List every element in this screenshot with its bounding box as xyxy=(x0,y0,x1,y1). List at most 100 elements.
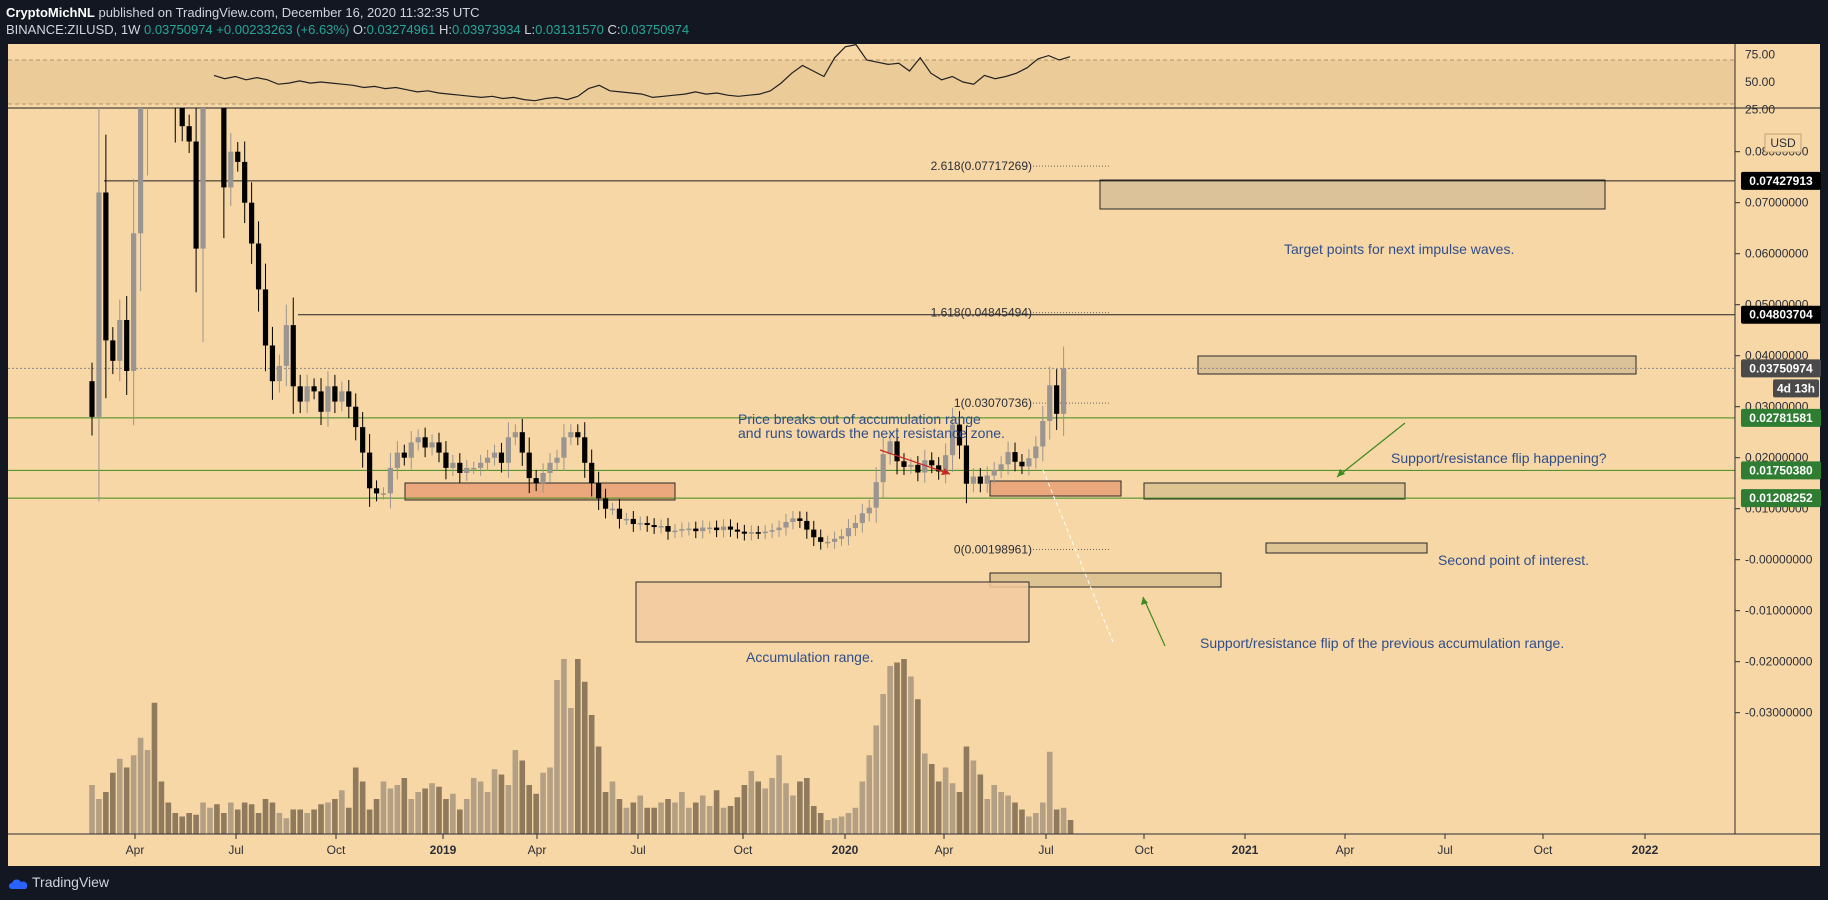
low-label: L: xyxy=(524,22,536,37)
candle-body xyxy=(977,476,983,484)
volume-bar xyxy=(845,813,852,834)
candle-body xyxy=(96,192,102,417)
volume-bar xyxy=(998,792,1004,834)
volume-bar xyxy=(720,807,727,834)
time-axis[interactable]: Apr Jul Oct 2019 Apr Jul Oct 2020 Apr Jul Oct 2021 A… xyxy=(8,833,1820,857)
price-chart[interactable]: 75.00 50.00 25.00 2.618(0.07717269) 1.618(0… xyxy=(0,0,1828,866)
volume-bar xyxy=(359,781,366,834)
time-tick-label: Jul xyxy=(630,843,645,857)
time-tick-label: Oct xyxy=(1534,843,1553,857)
candle-body xyxy=(866,507,872,514)
tradingview-logo-icon[interactable] xyxy=(8,877,30,891)
author-name[interactable]: CryptoMichNL xyxy=(6,5,95,20)
volume-bar xyxy=(852,807,859,834)
volume-bar xyxy=(151,702,158,834)
volume-bar xyxy=(137,737,144,834)
candle-body xyxy=(1040,420,1046,447)
candle-body xyxy=(1061,368,1067,414)
candle-body xyxy=(734,529,741,532)
volume-bar xyxy=(561,659,567,834)
volume-bar xyxy=(658,802,664,834)
open-value: 0.03274961 xyxy=(366,22,436,37)
volume-bar xyxy=(1026,816,1032,834)
candle-body xyxy=(720,526,727,531)
volume-bar xyxy=(1046,751,1053,834)
price-label-box xyxy=(1741,359,1821,378)
price-label-text: 0.04803704 xyxy=(1749,308,1813,322)
candle-body xyxy=(880,454,886,483)
candle-body xyxy=(596,483,602,499)
volume-bar xyxy=(443,799,449,834)
volume-bar xyxy=(262,799,269,834)
candle-body xyxy=(1012,452,1018,462)
candle-body xyxy=(748,532,754,534)
candle-body xyxy=(491,452,498,458)
volume-bar xyxy=(1019,809,1025,834)
price-label-box xyxy=(1741,489,1821,508)
candle-body xyxy=(311,386,317,392)
time-tick-label: Apr xyxy=(126,843,145,857)
volume-bar xyxy=(526,785,533,834)
second-poi-annotation: Second point of interest. xyxy=(1438,552,1589,568)
candle-body xyxy=(200,108,206,249)
candle-body xyxy=(714,527,720,531)
candle-body xyxy=(353,406,359,428)
candle-body xyxy=(755,532,761,534)
price-label-text: 0.07427913 xyxy=(1749,174,1813,188)
fib-trend-line xyxy=(1042,469,1114,643)
candle-body xyxy=(811,529,817,538)
zones-layer xyxy=(404,179,1637,643)
candle-body xyxy=(325,386,331,412)
volume-bar xyxy=(345,807,352,834)
volume-bar xyxy=(699,795,706,834)
candle-body xyxy=(984,475,990,484)
second-poi-zone xyxy=(1265,542,1428,554)
volume-bar xyxy=(408,799,415,834)
candle-body xyxy=(568,432,574,438)
volume-bar xyxy=(144,750,151,834)
candle-body xyxy=(380,493,387,495)
candles-layer xyxy=(89,108,1067,550)
candle-body xyxy=(269,345,276,382)
volume-bar xyxy=(373,799,380,834)
low-value: 0.03131570 xyxy=(535,22,604,37)
volume-bar xyxy=(484,792,491,834)
footer-brand[interactable]: TradingView xyxy=(32,874,110,890)
volume-bar xyxy=(637,795,644,834)
volume-bar xyxy=(179,816,186,834)
price-tick-label: 0.06000000 xyxy=(1745,247,1809,261)
time-tick-label: 2019 xyxy=(430,843,457,857)
volume-bar xyxy=(769,778,775,834)
accumulation-flip-annotation: Support/resistance flip of the previous … xyxy=(1200,635,1564,651)
candle-body xyxy=(387,467,394,494)
annotations-layer: Target points for next impulse waves. Pri… xyxy=(738,241,1607,665)
flip-arrow xyxy=(1336,422,1406,478)
candle-body xyxy=(561,437,567,458)
candle-body xyxy=(686,528,692,531)
candle-body xyxy=(450,462,456,468)
volume-bar xyxy=(352,767,359,834)
volume-bar xyxy=(297,809,303,834)
candle-body xyxy=(936,465,942,472)
footer-bar: TradingView xyxy=(0,866,1828,900)
volume-bar xyxy=(554,680,560,834)
price-axis[interactable]: 0.080000000.070000000.060000000.05000000… xyxy=(1734,44,1821,834)
candle-body xyxy=(825,541,831,544)
price-label-text: 0.03750974 xyxy=(1749,361,1813,375)
volume-bar xyxy=(915,699,921,834)
symbol-label[interactable]: BINANCE:ZILUSD, 1W xyxy=(6,22,141,37)
candle-body xyxy=(367,452,373,489)
candle-body xyxy=(193,141,199,249)
volume-bar xyxy=(880,694,886,834)
volume-bar xyxy=(1012,802,1018,834)
volume-bar xyxy=(89,785,95,834)
volume-bar xyxy=(547,767,553,834)
candle-body xyxy=(1047,385,1053,421)
publication-info: CryptoMichNL published on TradingView.co… xyxy=(6,5,480,20)
flip-question-annotation: Support/resistance flip happening? xyxy=(1391,450,1607,466)
volume-bar xyxy=(838,816,845,834)
candle-body xyxy=(512,432,518,438)
candle-body xyxy=(137,108,144,234)
volume-bar xyxy=(325,802,331,834)
volume-bar xyxy=(859,781,866,834)
